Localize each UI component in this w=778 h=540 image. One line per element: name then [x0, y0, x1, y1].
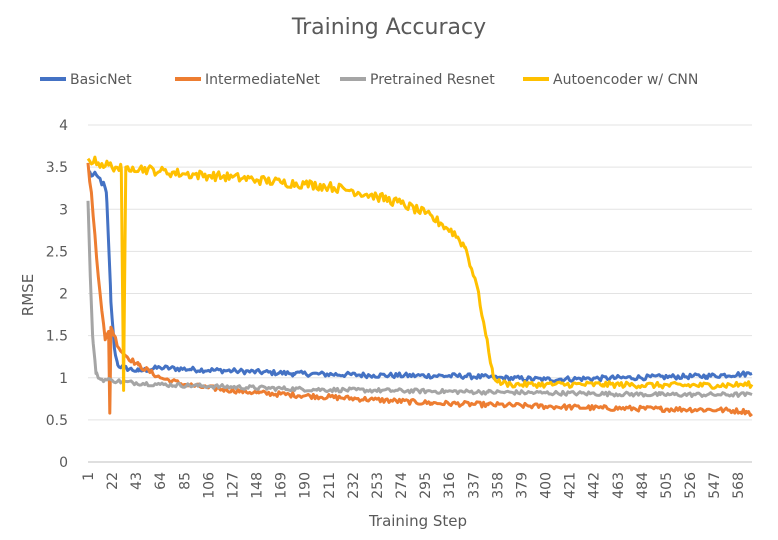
- x-tick-label: 253: [370, 472, 386, 499]
- series-lines: [86, 155, 754, 417]
- x-tick-label: 400: [539, 472, 555, 499]
- chart-title: Training Accuracy: [291, 15, 486, 40]
- legend-label: Autoencoder w/ CNN: [553, 72, 698, 88]
- legend-label: BasicNet: [70, 72, 132, 88]
- series-line-3: [86, 155, 754, 392]
- series-line-0: [87, 169, 753, 383]
- y-tick-label: 0.5: [46, 413, 68, 429]
- x-tick-label: 169: [274, 472, 290, 499]
- x-tick-label: 148: [250, 472, 266, 499]
- x-tick-label: 127: [225, 472, 241, 499]
- x-tick-label: 421: [563, 472, 579, 499]
- x-tick-label: 442: [587, 472, 603, 499]
- x-axis-label: Training Step: [368, 512, 467, 530]
- x-tick-label: 505: [659, 472, 675, 499]
- series-line-2: [86, 200, 753, 398]
- x-tick-label: 85: [177, 472, 193, 490]
- x-tick-label: 1: [81, 472, 97, 481]
- legend: BasicNet IntermediateNet Pretrained Resnet…: [40, 72, 698, 88]
- x-tick-label: 463: [611, 472, 627, 499]
- legend-label: Pretrained Resnet: [370, 72, 495, 88]
- x-tick-label: 232: [346, 472, 362, 499]
- x-tick-label: 106: [201, 472, 217, 499]
- x-tick-label: 379: [514, 472, 530, 499]
- x-tick-label: 190: [298, 472, 314, 499]
- y-tick-label: 0: [59, 455, 68, 471]
- y-tick-label: 4: [59, 118, 68, 134]
- y-tick-label: 3.5: [46, 160, 68, 176]
- y-axis-label: RMSE: [19, 274, 37, 316]
- y-tick-label: 3: [59, 202, 68, 218]
- x-tick-label: 526: [683, 472, 699, 499]
- x-tick-label: 64: [153, 472, 169, 490]
- x-tick-label: 274: [394, 472, 410, 499]
- x-tick-label: 358: [490, 472, 506, 499]
- gridlines: [88, 124, 752, 463]
- y-tick-label: 1: [59, 371, 68, 387]
- x-axis-ticks: 1 22 43 64 85 106 127 148 169 190 211 232 253 274 295 3…: [81, 472, 747, 499]
- legend-label: IntermediateNet: [205, 72, 320, 88]
- x-tick-label: 22: [105, 472, 121, 490]
- x-tick-label: 337: [466, 472, 482, 499]
- y-tick-label: 1.5: [46, 329, 68, 345]
- x-tick-label: 316: [442, 472, 458, 499]
- x-tick-label: 295: [418, 472, 434, 499]
- y-tick-label: 2.5: [46, 244, 68, 260]
- x-tick-label: 568: [731, 472, 747, 499]
- x-tick-label: 547: [707, 472, 723, 499]
- x-tick-label: 484: [635, 472, 651, 499]
- x-tick-label: 43: [129, 472, 145, 490]
- y-tick-label: 2: [59, 287, 68, 303]
- x-tick-label: 211: [322, 472, 338, 499]
- y-axis-ticks: 0 0.5 1 1.5 2 2.5 3 3.5 4: [46, 118, 68, 471]
